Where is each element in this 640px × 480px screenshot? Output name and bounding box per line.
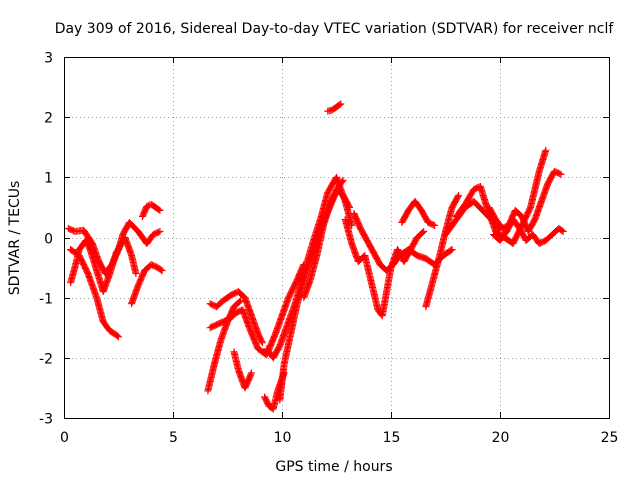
y-tick-label: 0 bbox=[44, 232, 53, 248]
data-point bbox=[454, 193, 462, 201]
data-point bbox=[455, 191, 463, 199]
series-track-14 bbox=[324, 100, 345, 115]
data-point bbox=[156, 206, 164, 214]
data-point bbox=[556, 170, 564, 178]
data-point bbox=[431, 221, 439, 229]
data-point bbox=[155, 206, 163, 214]
series-track-20 bbox=[452, 146, 550, 248]
data-point bbox=[155, 228, 163, 236]
x-tick-label: 15 bbox=[383, 430, 401, 446]
series-track-7 bbox=[206, 261, 308, 359]
y-tick-label: 1 bbox=[44, 171, 53, 187]
data-point bbox=[542, 146, 550, 154]
data-point bbox=[559, 227, 567, 235]
data-point bbox=[348, 221, 356, 229]
data-point bbox=[237, 297, 245, 305]
data-point bbox=[337, 100, 345, 108]
data-point bbox=[420, 227, 428, 235]
data-point bbox=[419, 228, 427, 236]
data-point bbox=[113, 332, 121, 340]
data-point bbox=[557, 170, 565, 178]
series-track-9 bbox=[230, 348, 255, 392]
data-point bbox=[448, 246, 456, 254]
data-point bbox=[558, 227, 566, 235]
series-track-6 bbox=[206, 288, 266, 347]
data-point bbox=[346, 203, 354, 211]
data-point bbox=[258, 339, 266, 347]
series-track-11 bbox=[276, 176, 347, 404]
x-tick-label: 10 bbox=[274, 430, 292, 446]
data-point bbox=[158, 267, 166, 275]
series-track-2 bbox=[67, 246, 122, 341]
y-tick-label: -2 bbox=[39, 352, 53, 368]
x-tick-label: 5 bbox=[169, 430, 178, 446]
y-tick-label: 2 bbox=[44, 111, 53, 127]
series-track-13 bbox=[300, 185, 354, 302]
x-tick-label: 20 bbox=[492, 430, 510, 446]
data-point bbox=[157, 266, 165, 274]
data-point bbox=[156, 227, 164, 235]
series-track-22 bbox=[489, 215, 567, 248]
data-point bbox=[143, 202, 151, 210]
series-track-4 bbox=[128, 261, 166, 308]
x-tick-label: 25 bbox=[601, 430, 619, 446]
data-point bbox=[258, 338, 266, 346]
series-track-18 bbox=[422, 191, 463, 311]
y-tick-label: -3 bbox=[39, 412, 53, 428]
series-track-17 bbox=[398, 197, 439, 229]
y-axis-label: SDTVAR / TECUs bbox=[7, 181, 23, 296]
data-point bbox=[115, 333, 122, 341]
data-point bbox=[447, 246, 455, 254]
series-track-8 bbox=[204, 297, 245, 395]
y-tick-label: 3 bbox=[44, 51, 53, 67]
tick-labels: 0 5 10 15 20 25 -3 -2 -1 0 1 2 3 bbox=[39, 51, 618, 447]
series-track-3 bbox=[67, 234, 140, 296]
data-point bbox=[336, 101, 344, 109]
data-point bbox=[235, 298, 243, 306]
data-marks bbox=[64, 100, 567, 413]
data-point bbox=[132, 270, 140, 278]
series-track-21 bbox=[485, 167, 565, 235]
data-point bbox=[345, 202, 353, 210]
plot-frame bbox=[64, 57, 610, 419]
x-axis-label: GPS time / hours bbox=[275, 459, 392, 475]
chart-title: Day 309 of 2016, Sidereal Day-to-day VTE… bbox=[55, 21, 615, 37]
series-track-5 bbox=[138, 200, 164, 220]
y-tick-label: -1 bbox=[39, 292, 53, 308]
data-point bbox=[247, 369, 255, 377]
x-tick-label: 0 bbox=[60, 430, 69, 446]
data-point bbox=[429, 221, 437, 229]
